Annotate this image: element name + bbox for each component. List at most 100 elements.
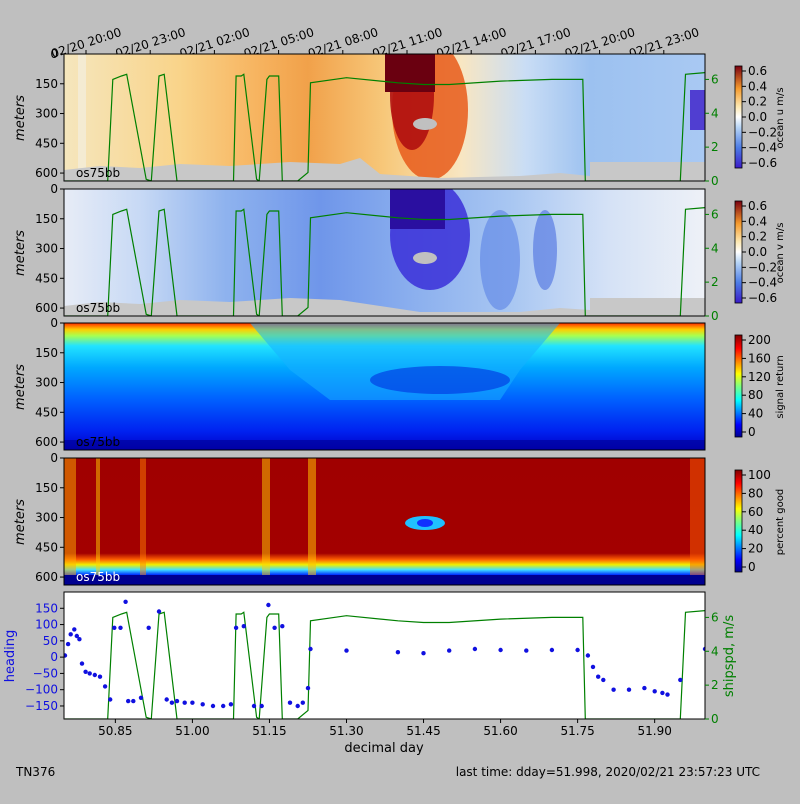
heading-point — [585, 653, 591, 658]
heading-point — [97, 674, 103, 679]
footer-last-time: last time: dday=51.998, 2020/02/21 23:57… — [456, 765, 760, 779]
shipspd-tick: 4 — [711, 644, 719, 658]
v-speed-overlay — [65, 207, 705, 316]
cb-tick-3-1: 80 — [748, 486, 763, 500]
heading-point — [74, 633, 80, 639]
depth-tick-0-600: 600 — [35, 166, 58, 180]
depth-tick-3-0: 0 — [50, 451, 58, 465]
heading-point — [108, 697, 113, 702]
heading-tick: 100 — [35, 618, 58, 632]
heading-tick: 0 — [50, 650, 58, 664]
depth-tick-2-300: 300 — [35, 376, 58, 390]
cb-tick-2-4: 40 — [748, 407, 763, 421]
cb-tick-2-2: 120 — [748, 370, 771, 384]
depth-tick-0-300: 300 — [35, 107, 58, 121]
heading-point — [575, 647, 580, 653]
u-ylabel: meters — [13, 95, 28, 141]
heading-point — [68, 632, 73, 637]
decimal-day-tick: 51.30 — [329, 724, 363, 738]
decimal-day-tick: 51.60 — [483, 724, 517, 738]
heading-point — [272, 625, 277, 630]
depth-tick-3-600: 600 — [35, 570, 58, 584]
heading-point — [259, 703, 264, 709]
panel-signal-return: os75bb 0 150 300 450 600 meters 200 160 120 80 4… — [13, 316, 786, 451]
heading-point — [665, 692, 670, 697]
rspeed-tick-1-2: 2 — [711, 275, 719, 289]
heading-point — [102, 684, 108, 689]
heading-point — [65, 641, 71, 647]
percent-good-instrument-label: os75bb — [76, 570, 120, 584]
heading-point — [112, 625, 117, 630]
cb-tick-1-2: 0.2 — [748, 230, 767, 244]
cb-tick-0-0: 0.6 — [748, 64, 767, 78]
depth-tick-2-150: 150 — [35, 346, 58, 360]
heading-point — [344, 648, 349, 653]
decimal-day-tick: 51.00 — [175, 724, 209, 738]
heading-point — [131, 698, 136, 704]
depth-tick-1-600: 600 — [35, 301, 58, 315]
heading-tick: 50 — [43, 634, 58, 648]
panel-ocean-u: os75bb 0 150 300 450 600 meters 6 4 2 0 0.60.4 0… — [13, 47, 786, 188]
heading-point — [64, 653, 68, 658]
depth-tick-3-300: 300 — [35, 511, 58, 525]
heading-point — [524, 648, 529, 653]
heading-point — [626, 687, 632, 692]
heading-tick: −50 — [33, 666, 58, 680]
u-instrument-label: os75bb — [76, 166, 120, 180]
heading-point — [280, 624, 285, 629]
heading-point — [87, 671, 92, 676]
depth-tick-0-150: 150 — [35, 77, 58, 91]
heading-point — [77, 637, 82, 642]
decimal-day-tick: 51.15 — [252, 724, 286, 738]
panel-percent-good: os75bb 0 150 300 450 600 meters 100 80 60 40 20 0… — [13, 451, 786, 586]
heading-points — [64, 599, 705, 709]
heading-point — [138, 695, 144, 700]
shipspd-label: shipspd, m/s — [722, 615, 737, 697]
u-colorbar-label: ocean u m/s — [775, 87, 786, 148]
cb-tick-0-6: −0.6 — [748, 156, 777, 170]
heading-point — [182, 700, 187, 705]
shipspd-tick: 6 — [711, 610, 719, 624]
signal-instrument-label: os75bb — [76, 435, 120, 449]
decimal-day-tick: 51.45 — [406, 724, 440, 738]
cb-tick-1-1: 0.4 — [748, 214, 767, 228]
rspeed-tick-0-2: 2 — [711, 140, 719, 154]
depth-tick-1-150: 150 — [35, 212, 58, 226]
heading-point — [447, 648, 452, 653]
heading-point — [169, 700, 175, 705]
cb-tick-2-3: 80 — [748, 388, 763, 402]
heading-point — [72, 627, 77, 632]
heading-plot-area — [64, 592, 705, 719]
cb-tick-0-4: −0.2 — [748, 125, 777, 139]
heading-point — [678, 677, 683, 683]
cb-tick-2-0: 200 — [748, 333, 771, 347]
percent-good-colorbar — [734, 469, 743, 573]
cb-tick-2-5: 0 — [748, 425, 756, 439]
depth-tick-0-450: 450 — [35, 136, 58, 150]
heading-point — [305, 685, 311, 691]
rspeed-tick-0-4: 4 — [711, 106, 719, 120]
u-speed-overlay — [65, 72, 705, 181]
heading-point — [611, 687, 616, 692]
decimal-day-tick: 51.90 — [637, 724, 671, 738]
heading-point — [652, 689, 657, 694]
heading-point — [79, 661, 85, 666]
cb-tick-3-4: 20 — [748, 542, 763, 556]
cb-tick-0-2: 0.2 — [748, 95, 767, 109]
heading-point — [421, 651, 426, 656]
v-colorbar — [734, 200, 743, 304]
heading-point — [164, 697, 169, 702]
heading-point — [251, 703, 257, 709]
heading-point — [702, 646, 705, 652]
decimal-day-label: decimal day — [344, 741, 424, 756]
heading-point — [146, 625, 151, 630]
heading-point — [395, 650, 401, 655]
depth-tick-3-450: 450 — [35, 540, 58, 554]
decimal-day-tick: 50.85 — [98, 724, 132, 738]
cb-tick-3-0: 100 — [748, 468, 771, 482]
signal-colorbar-label: signal return — [775, 355, 786, 418]
percent-good-ylabel: meters — [13, 499, 28, 545]
depth-tick-2-450: 450 — [35, 405, 58, 419]
rspeed-tick-1-6: 6 — [711, 207, 719, 221]
depth-tick-1-0: 0 — [50, 182, 58, 196]
